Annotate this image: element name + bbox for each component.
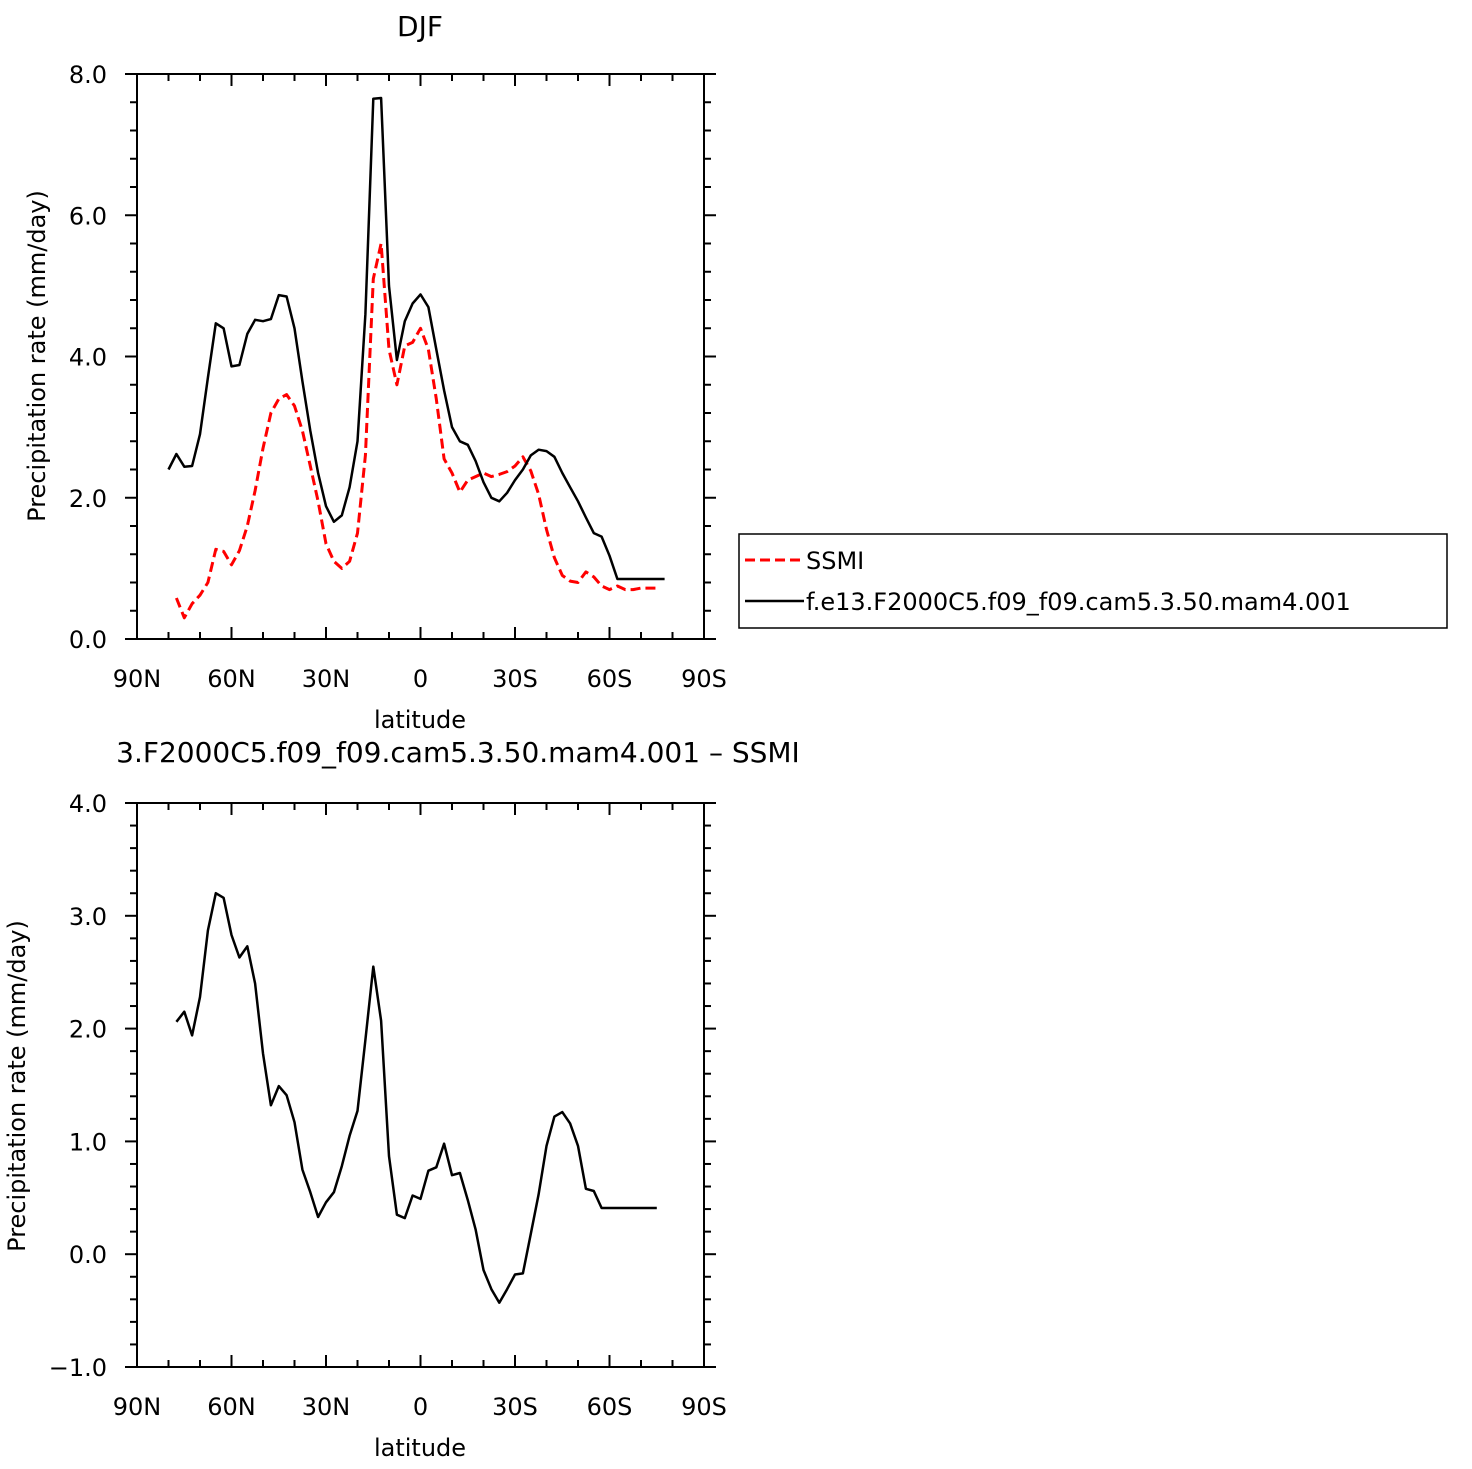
y-tick-label: 3.0 [69,903,107,931]
plot-frame [136,73,705,640]
y-tick-label: 2.0 [69,1016,107,1044]
legend-label-ssmi: SSMI [806,547,864,575]
x-tick-label: 60N [207,1393,256,1421]
series-layer [167,96,665,620]
y-tick-label: 8.0 [69,61,107,89]
series-layer [175,891,657,1304]
y-axis-label: Precipitation rate (mm/day) [3,920,31,1252]
y-tick-label: 2.0 [69,485,107,513]
y-tick-label: 0.0 [69,626,107,654]
x-tick-label: 60S [587,1393,633,1421]
plot-frame [136,802,705,1368]
legend-box [738,533,1448,629]
legend: SSMI f.e13.F2000C5.f09_f09.cam5.3.50.mam… [738,533,1448,629]
series-line-ssmi [175,242,657,620]
y-tick-label: 6.0 [69,202,107,230]
legend-label-model: f.e13.F2000C5.f09_f09.cam5.3.50.mam4.001 [806,588,1351,616]
difference-panel: 3.F2000C5.f09_f09.cam5.3.50.mam4.001 – S… [3,736,800,1462]
panel-title: 3.F2000C5.f09_f09.cam5.3.50.mam4.001 – S… [116,736,800,769]
x-tick-label: 90N [113,1393,162,1421]
x-tick-label: 0 [413,665,428,693]
x-tick-label: 60S [587,665,633,693]
series-line-f-e13-f2000c5-f09-f09-cam5-3-50-mam4-001 [167,96,665,581]
x-tick-label: 90S [681,1393,727,1421]
tick-layer: 90N 60N 30N 0 30S 60S 90S 0.0 2.0 4.0 6.0 8.0 [69,61,727,693]
y-tick-label: 0.0 [69,1241,107,1269]
y-axis-label: Precipitation rate (mm/day) [23,190,51,522]
djf-panel: DJF 90N 60N 30N 0 30S 60S 90S 0.0 2.0 4.0 6.0 8.0 l… [23,10,727,734]
x-tick-label: 30N [302,665,351,693]
tick-layer: 90N 60N 30N 0 30S 60S 90S −1.0 0.0 1.0 2.0 3.0 4.0 [49,790,727,1421]
x-tick-label: 90N [113,665,162,693]
x-tick-label: 0 [413,1393,428,1421]
x-tick-label: 90S [681,665,727,693]
y-tick-label: −1.0 [49,1354,107,1382]
series-line-difference [175,891,657,1304]
x-tick-label: 60N [207,665,256,693]
y-tick-label: 4.0 [69,344,107,372]
y-tick-label: 1.0 [69,1128,107,1156]
y-tick-label: 4.0 [69,790,107,818]
panel-title: DJF [397,10,443,43]
x-axis-label: latitude [374,706,466,734]
x-tick-label: 30S [492,1393,538,1421]
x-tick-label: 30S [492,665,538,693]
x-axis-label: latitude [374,1434,466,1462]
x-tick-label: 30N [302,1393,351,1421]
